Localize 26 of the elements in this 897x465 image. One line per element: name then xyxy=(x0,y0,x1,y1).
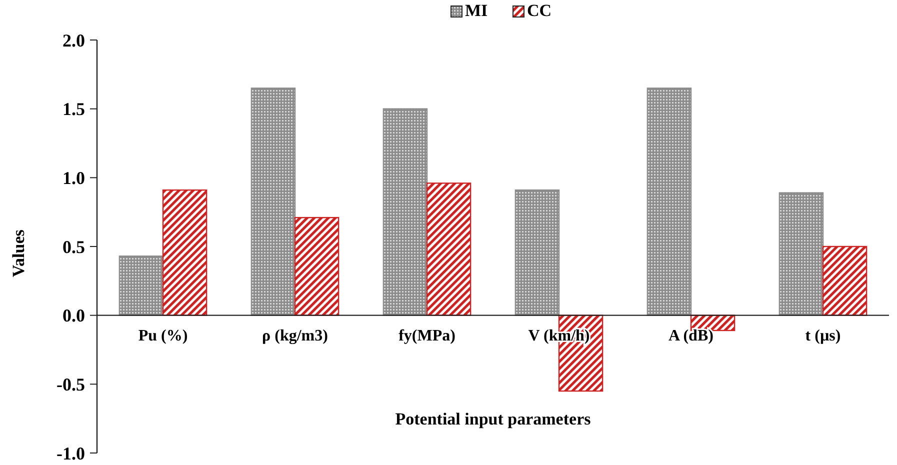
bar xyxy=(162,189,208,316)
y-tick-label: -1.0 xyxy=(56,443,85,464)
bar xyxy=(250,88,296,316)
y-tick-label: 1.0 xyxy=(62,168,85,188)
bar xyxy=(426,182,472,316)
bar xyxy=(294,216,340,316)
bar xyxy=(382,108,428,316)
x-tick-label: t (µs) xyxy=(805,327,841,344)
x-tick-label: A (dB) xyxy=(668,327,714,344)
bar xyxy=(778,192,824,316)
bar xyxy=(822,246,868,316)
y-tick-label: 0.0 xyxy=(62,306,85,326)
x-tick-label: ρ (kg/m3) xyxy=(262,327,328,344)
bar xyxy=(118,256,164,316)
x-axis-title: Potential input parameters xyxy=(395,410,592,429)
y-tick-label: -0.5 xyxy=(56,374,85,394)
bar xyxy=(514,189,560,316)
bar xyxy=(646,88,692,316)
y-axis-title: Values xyxy=(9,229,28,278)
y-tick-label: 0.5 xyxy=(62,236,85,257)
legend-label: CC xyxy=(527,1,552,20)
legend-label: MI xyxy=(465,1,488,20)
y-tick-label: 2.0 xyxy=(62,30,85,50)
y-tick-label: 1.5 xyxy=(62,99,85,120)
x-tick-label: fy(MPa) xyxy=(398,327,456,344)
x-tick-label: Pu (%) xyxy=(138,327,188,344)
